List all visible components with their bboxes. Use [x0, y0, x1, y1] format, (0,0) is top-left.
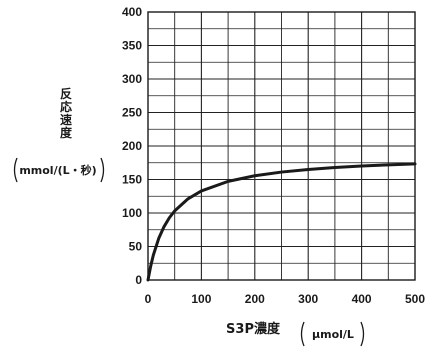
y-tick-label: 400 — [122, 5, 142, 19]
y-axis-unit: mmol/(L・秒) — [13, 157, 105, 183]
y-tick-label: 100 — [122, 206, 142, 220]
y-tick-label: 350 — [122, 39, 142, 53]
y-tick-label: 0 — [135, 273, 142, 287]
x-tick-label: 400 — [352, 292, 372, 306]
x-tick-label: 300 — [298, 292, 318, 306]
tick-labels: 0 50 100 150 200 250 300 350 400 0 100 200 300 400 500 — [122, 5, 425, 306]
y-unit-text: mmol/(L・秒) — [19, 163, 96, 177]
y-tick-label: 250 — [122, 106, 142, 120]
y-axis-label-char: 応 — [60, 99, 72, 114]
y-axis-label-char: 反 — [60, 86, 72, 101]
x-unit-right-paren — [360, 321, 365, 347]
x-tick-label: 200 — [245, 292, 265, 306]
y-unit-left-paren — [13, 157, 18, 183]
series-line — [146, 162, 417, 282]
y-tick-label: 300 — [122, 72, 142, 86]
y-tick-label: 200 — [122, 139, 142, 153]
y-axis-label-char: 速 — [60, 112, 72, 127]
plot-frame — [147, 11, 416, 281]
grid-lines — [148, 12, 415, 280]
y-axis-label-char: 度 — [60, 125, 73, 140]
x-unit-left-paren — [300, 321, 305, 347]
x-tick-label: 100 — [191, 292, 211, 306]
y-axis-label: 反 応 速 度 — [60, 86, 73, 140]
y-tick-label: 150 — [122, 173, 142, 187]
x-tick-label: 500 — [405, 292, 425, 306]
x-unit-text: μmol/L — [312, 328, 354, 341]
y-tick-label: 50 — [129, 240, 143, 254]
x-axis-unit: μmol/L — [300, 321, 365, 347]
y-unit-right-paren — [100, 157, 105, 183]
series-lines — [146, 162, 417, 282]
x-tick-label: 0 — [145, 292, 152, 306]
x-axis-label: S3P濃度 — [226, 321, 281, 337]
